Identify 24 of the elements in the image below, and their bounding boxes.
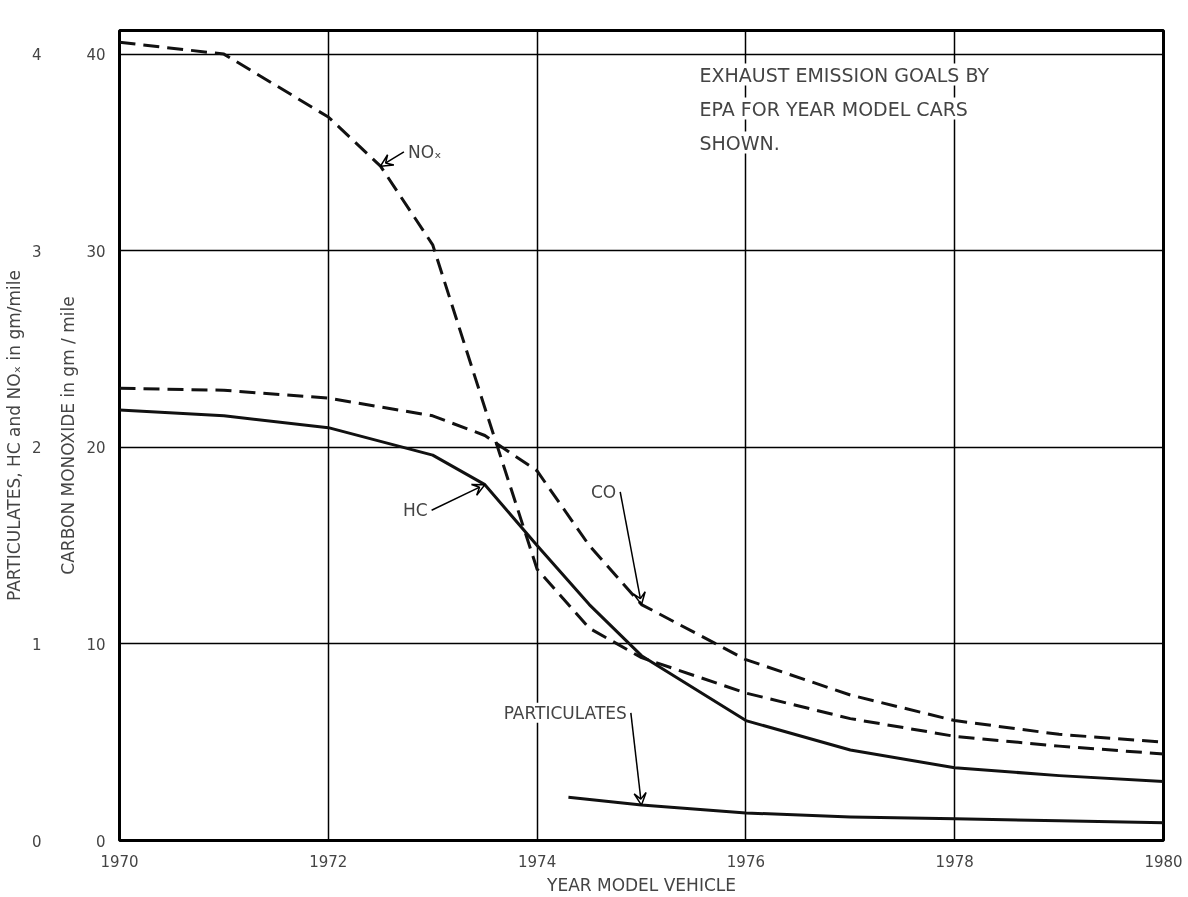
x-tick-label: 1976 [726, 852, 765, 871]
y-tick-label: 2 [31, 439, 42, 458]
x-axis-title: YEAR MODEL VEHICLE [546, 874, 736, 895]
y2-tick-label: 20 [86, 439, 106, 458]
text: HC [402, 500, 428, 521]
text: EXHAUST EMISSION GOALS BY EPA FOR YEAR MODEL CARS SHOWN. [699, 63, 990, 154]
y2-tick-label: 0 [95, 832, 106, 851]
x-tick-label: 1974 [518, 852, 557, 871]
y2-tick-label: 10 [86, 635, 106, 654]
y2-tick-label: 30 [86, 242, 106, 261]
x-tick-label: 1972 [309, 852, 348, 871]
series-label: CO [590, 481, 617, 502]
y-tick-label: 3 [31, 242, 42, 261]
y-tick-label: 0 [31, 832, 42, 851]
y-tick-label: 1 [31, 635, 42, 654]
y-axis-title: PARTICULATES, HC and NOₓ in gm/mile [3, 270, 24, 601]
y2-axis-title: CARBON MONOXIDE in gm / mile [58, 296, 79, 575]
series-label: NOₓ [407, 141, 442, 162]
y-tick-label: 4 [31, 46, 42, 65]
x-tick-label: 1978 [935, 852, 974, 871]
text: PARTICULATES [503, 702, 627, 723]
x-tick-label: 1980 [1144, 852, 1183, 871]
x-tick-label: 1970 [100, 852, 139, 871]
y2-tick-label: 40 [86, 46, 106, 65]
